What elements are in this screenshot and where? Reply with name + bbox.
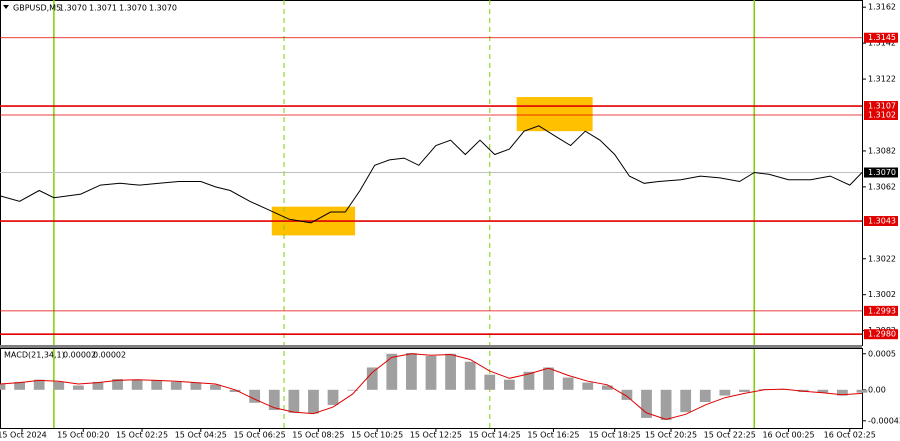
- readout: 1.3070: [59, 4, 87, 13]
- macd-bar: [249, 389, 261, 403]
- x-tick-label: 15 Oct 2024: [0, 431, 47, 440]
- level-label-bg: [864, 329, 898, 340]
- macd-bar: [347, 389, 359, 391]
- macd-bar: [406, 353, 417, 390]
- price-line: [0, 125, 863, 224]
- level-label-bg: [864, 101, 898, 112]
- y-tick-label: 1.3022: [868, 254, 896, 263]
- macd-bar: [484, 374, 496, 390]
- y-tick-label: 0.00: [868, 385, 886, 394]
- x-tick-label: 15 Oct 08:25: [292, 431, 344, 440]
- y-tick-label: -0.00043: [868, 416, 900, 425]
- x-tick-label: 15 Oct 00:20: [57, 431, 109, 440]
- macd-bar: [366, 367, 378, 390]
- x-tick-label: 15 Oct 22:25: [704, 431, 756, 440]
- macd-bar: [641, 389, 652, 418]
- macd-bar: [14, 381, 25, 390]
- macd-bar: [229, 389, 241, 392]
- readout: 1.3070: [119, 4, 147, 13]
- x-tick-label: 16 Oct 00:25: [762, 431, 814, 440]
- x-tick-label: 16 Oct 02:25: [824, 431, 876, 440]
- x-tick-label: 15 Oct 04:25: [175, 431, 227, 440]
- macd-bar: [308, 389, 319, 414]
- macd-bar: [72, 385, 84, 390]
- header-arrow: [3, 5, 9, 9]
- macd-bar: [523, 371, 535, 390]
- macd-bar: [268, 389, 280, 410]
- x-tick-label: 15 Oct 14:25: [469, 431, 521, 440]
- macd-bar: [543, 367, 554, 390]
- readout: 1.3071: [89, 4, 117, 13]
- macd-bar: [680, 389, 692, 413]
- level-label-bg: [864, 32, 898, 43]
- macd-bar: [210, 384, 221, 390]
- macd-bar: [699, 389, 711, 403]
- symbol: GBPUSD,M5: [13, 4, 61, 13]
- macd-bar: [601, 385, 613, 390]
- level-label-bg: [864, 216, 898, 227]
- level-label: 1.2980: [868, 330, 896, 339]
- macd-bar: [464, 361, 476, 390]
- macd-bar: [53, 381, 65, 390]
- x-tick-label: 15 Oct 10:25: [351, 431, 403, 440]
- macd-bar: [92, 381, 104, 390]
- level-label: 1.3043: [868, 217, 896, 226]
- macd-bar: [582, 382, 594, 390]
- macd-bar: [817, 389, 829, 393]
- macd-bar: [621, 389, 633, 400]
- level-label: 1.2993: [868, 306, 896, 315]
- macd-bar: [837, 389, 848, 396]
- macd-bar: [425, 355, 437, 390]
- y-tick-label: 1.3062: [868, 182, 896, 191]
- macd-bar: [856, 389, 868, 393]
- macd-bar: [170, 381, 182, 390]
- macd-bar: [327, 389, 339, 405]
- macd-bar: [739, 389, 750, 392]
- panel-separator: [0, 345, 862, 348]
- y-tick-label: 1.3082: [868, 146, 896, 155]
- macd-bar: [112, 378, 123, 390]
- macd-bar: [562, 377, 574, 390]
- x-tick-label: 15 Oct 20:25: [645, 431, 697, 440]
- macd-bar: [503, 379, 515, 390]
- level-label: 1.3107: [868, 102, 896, 111]
- x-tick-label: 15 Oct 18:25: [589, 431, 641, 440]
- macd-bar: [0, 384, 6, 390]
- macd-bar: [445, 353, 456, 390]
- x-tick-label: 15 Oct 02:25: [116, 431, 168, 440]
- level-label-bg: [864, 110, 898, 120]
- macd-readout: 0.00002: [93, 351, 126, 360]
- macd-bar: [719, 389, 731, 396]
- readout: 1.3070: [149, 4, 177, 13]
- x-tick-label: 15 Oct 12:25: [410, 431, 462, 440]
- x-tick-label: 15 Oct 06:25: [234, 431, 286, 440]
- y-tick-label: 1.3162: [868, 3, 896, 12]
- level-label-bg: [864, 305, 898, 316]
- y-tick-label: 0.0005: [868, 349, 896, 358]
- level-label: 1.3102: [868, 111, 896, 120]
- macd-readout: 0.00002: [63, 351, 96, 360]
- y-tick-label: 1.3142: [868, 39, 896, 48]
- macd-bar: [190, 382, 202, 390]
- macd-bar: [33, 379, 45, 390]
- macd-title: MACD(21,34,1): [4, 351, 65, 360]
- macd-bar: [386, 353, 398, 390]
- macd-bar: [660, 389, 672, 421]
- macd-bar: [288, 389, 300, 413]
- y-tick-label: 1.3122: [868, 75, 896, 84]
- macd-bar: [131, 379, 143, 390]
- highlight-box: [516, 97, 593, 132]
- current-price-label: 1.3070: [868, 168, 896, 177]
- current-price-bg: [864, 167, 898, 178]
- signal-line: [0, 353, 863, 420]
- y-tick-label: 1.3002: [868, 290, 896, 299]
- x-tick-label: 15 Oct 16:25: [527, 431, 579, 440]
- level-label: 1.3145: [868, 33, 896, 42]
- macd-bar: [151, 380, 163, 390]
